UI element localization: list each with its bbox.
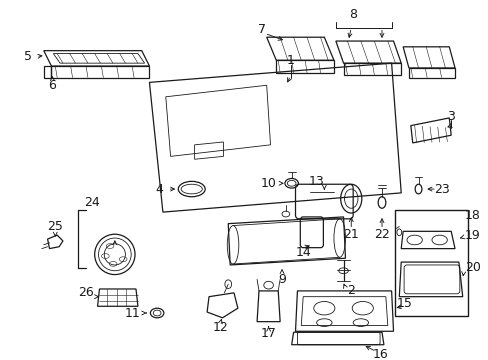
Text: 2: 2 bbox=[346, 284, 354, 297]
Text: 13: 13 bbox=[308, 175, 324, 188]
Text: 5: 5 bbox=[24, 50, 32, 63]
Text: 4: 4 bbox=[155, 183, 163, 195]
Text: 16: 16 bbox=[371, 348, 387, 360]
Text: 1: 1 bbox=[286, 54, 294, 67]
Text: 20: 20 bbox=[464, 261, 480, 274]
Text: 18: 18 bbox=[464, 210, 480, 222]
Text: 6: 6 bbox=[48, 79, 56, 92]
Text: 23: 23 bbox=[433, 183, 448, 195]
Text: 12: 12 bbox=[212, 321, 228, 334]
Text: 19: 19 bbox=[464, 229, 479, 242]
Text: 9: 9 bbox=[278, 273, 285, 286]
Text: 8: 8 bbox=[348, 8, 356, 21]
Text: 24: 24 bbox=[84, 196, 100, 209]
Text: 22: 22 bbox=[373, 228, 389, 241]
Text: 3: 3 bbox=[447, 109, 454, 122]
Text: 14: 14 bbox=[295, 246, 310, 259]
Text: 11: 11 bbox=[124, 306, 140, 320]
Text: 15: 15 bbox=[396, 297, 412, 310]
Text: 10: 10 bbox=[260, 177, 276, 190]
Text: 21: 21 bbox=[343, 228, 358, 241]
Text: 25: 25 bbox=[47, 220, 63, 233]
Text: 7: 7 bbox=[257, 23, 265, 36]
Text: 26: 26 bbox=[78, 286, 94, 299]
Text: 17: 17 bbox=[260, 327, 276, 340]
